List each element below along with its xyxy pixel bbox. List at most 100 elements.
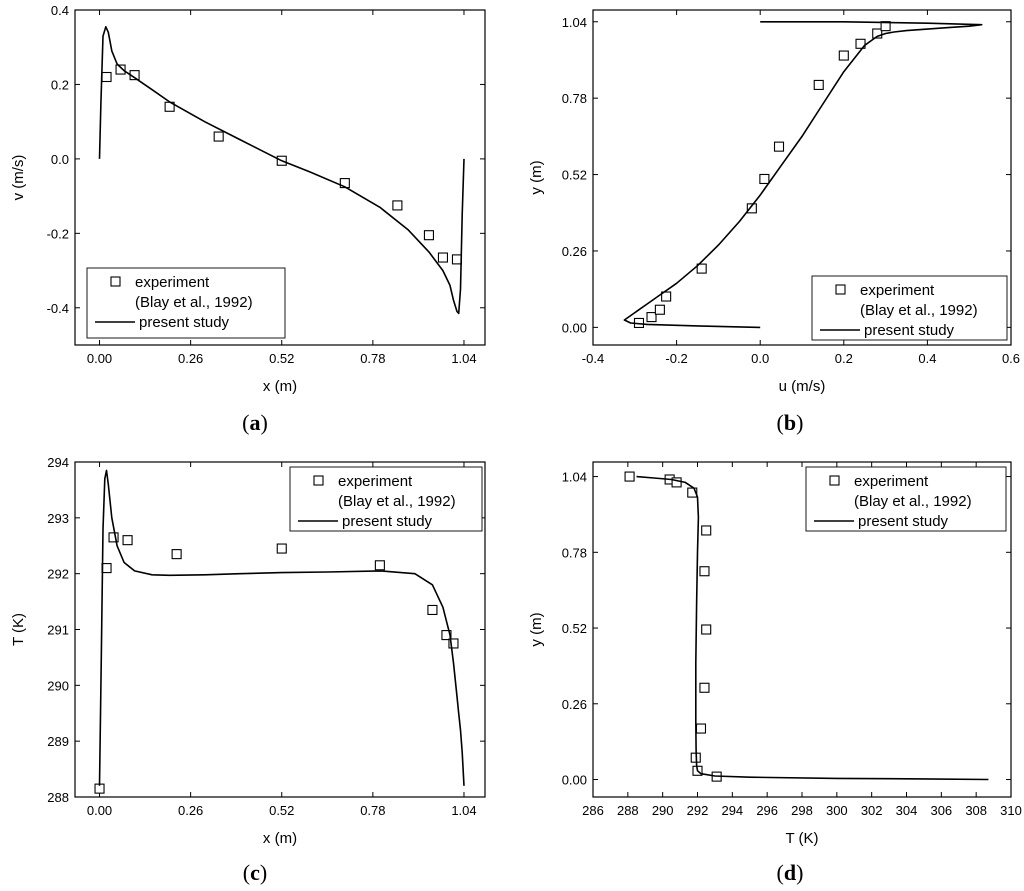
- x-tick-label: 288: [617, 803, 639, 818]
- panel-caption: (c): [243, 860, 267, 885]
- x-tick-label: 310: [1000, 803, 1022, 818]
- data-point-experiment: [427, 604, 438, 616]
- panel-caption-open: (: [777, 860, 784, 885]
- x-tick-label: 0.0: [751, 351, 769, 366]
- plot-frame: [592, 9, 1012, 346]
- data-point-experiment: [392, 200, 403, 211]
- panel-caption-letter: b: [784, 410, 796, 435]
- y-tick-label: 290: [47, 678, 69, 693]
- x-tick-label: 304: [896, 803, 918, 818]
- x-tick-label: 1.04: [451, 803, 476, 818]
- legend-label-experiment-source: (Blay et al., 1992): [338, 493, 456, 510]
- data-point-experiment: [696, 263, 707, 274]
- data-point-experiment: [624, 471, 635, 482]
- x-tick-label: 0.78: [360, 803, 385, 818]
- data-point-experiment: [374, 560, 385, 571]
- data-point-experiment: [213, 131, 224, 142]
- y-tick-label: 289: [47, 734, 69, 749]
- x-tick-label: 1.04: [451, 351, 476, 366]
- data-point-experiment: [171, 549, 182, 560]
- data-point-experiment: [773, 141, 785, 152]
- y-axis-label: v (m/s): [10, 155, 27, 201]
- x-tick-label: 298: [791, 803, 813, 818]
- x-tick-label: 308: [965, 803, 987, 818]
- legend: experiment (Blay et al., 1992) present stu…: [805, 466, 1007, 532]
- data-point-experiment: [101, 563, 112, 574]
- y-tick-label: 0.78: [562, 91, 587, 106]
- data-point-experiment: [448, 638, 459, 649]
- data-point-experiment: [276, 543, 287, 554]
- y-tick-label: 0.4: [51, 3, 69, 18]
- x-axis-label: u (m/s): [779, 378, 826, 395]
- chart-panel-d: 286 288 290 292 294 296 298 300 302 304 306 308 310 0…: [528, 461, 1022, 885]
- panel-caption: (d): [777, 860, 804, 885]
- y-tick-label: 0.26: [562, 697, 587, 712]
- panel-caption-close: ): [796, 860, 803, 885]
- data-point-experiment: [699, 566, 710, 577]
- legend-marker-experiment: [313, 475, 324, 486]
- y-axis-label: y (m): [528, 160, 545, 194]
- data-point-experiment: [701, 525, 712, 536]
- y-tick-label: 1.04: [562, 15, 587, 30]
- data-point-experiment: [115, 64, 126, 75]
- legend-label-experiment: experiment: [854, 473, 929, 490]
- panel-caption-close: ): [796, 410, 803, 435]
- x-tick-label: 286: [582, 803, 604, 818]
- y-tick-label: 0.00: [562, 773, 587, 788]
- y-tick-label: 1.04: [562, 470, 587, 485]
- data-point-experiment: [813, 79, 824, 90]
- data-point-experiment: [701, 624, 712, 635]
- series-line-present-study: [98, 25, 465, 315]
- chart-panel-a: 0.00 0.26 0.52 0.78 1.04 -0.4 -0.2 0.0 0.2 0.4 x (…: [10, 3, 486, 435]
- panel-caption-close: ): [261, 410, 268, 435]
- data-point-experiment: [654, 304, 665, 315]
- data-point-experiment: [695, 723, 707, 734]
- legend-label-experiment-source: (Blay et al., 1992): [860, 302, 978, 319]
- x-tick-label: 0.26: [178, 351, 203, 366]
- x-tick-label: 306: [930, 803, 952, 818]
- x-tick-label: 0.78: [360, 351, 385, 366]
- x-tick-label: -0.4: [582, 351, 604, 366]
- x-tick-label: 0.6: [1002, 351, 1020, 366]
- legend: experiment (Blay et al., 1992) present stu…: [86, 267, 286, 339]
- data-point-experiment: [838, 50, 849, 61]
- legend: experiment (Blay et al., 1992) present stu…: [811, 275, 1008, 341]
- y-tick-label: 294: [47, 455, 69, 470]
- plot-frame: [74, 9, 486, 346]
- chart-panel-b: -0.4 -0.2 0.0 0.2 0.4 0.6 0.00 0.26 0.52 0.78 1.04…: [528, 9, 1020, 435]
- y-tick-label: 0.52: [562, 168, 587, 183]
- x-tick-label: 302: [861, 803, 883, 818]
- x-axis-label: T (K): [785, 830, 818, 847]
- legend-label-present-study: present study: [139, 314, 230, 331]
- x-tick-label: 290: [652, 803, 674, 818]
- series-line-present-study: [623, 20, 983, 329]
- x-tick-label: 296: [756, 803, 778, 818]
- x-tick-label: 0.00: [87, 803, 112, 818]
- x-axis-label: x (m): [263, 378, 297, 395]
- y-tick-label: 292: [47, 567, 69, 582]
- data-point-experiment: [699, 682, 710, 693]
- data-point-experiment: [855, 38, 866, 49]
- panel-caption-letter: d: [784, 860, 796, 885]
- series-line-present-study: [98, 469, 465, 786]
- legend-marker-experiment: [110, 276, 121, 287]
- x-tick-label: 0.00: [87, 351, 112, 366]
- data-point-experiment: [441, 630, 452, 641]
- x-tick-label: 292: [687, 803, 709, 818]
- panel-caption-letter: a: [250, 410, 261, 435]
- y-tick-label: 0.0: [51, 152, 69, 167]
- y-tick-label: 0.78: [562, 545, 587, 560]
- legend-label-experiment: experiment: [135, 274, 210, 291]
- panel-caption-letter: c: [250, 860, 260, 885]
- y-tick-label: 291: [47, 623, 69, 638]
- data-point-experiment: [759, 173, 770, 185]
- panel-caption-close: ): [260, 860, 267, 885]
- y-tick-label: 0.2: [51, 77, 69, 92]
- data-point-experiment: [423, 230, 434, 241]
- x-axis-label: x (m): [263, 830, 297, 847]
- x-tick-label: 0.52: [269, 803, 294, 818]
- data-point-experiment: [671, 477, 682, 488]
- legend-label-experiment-source: (Blay et al., 1992): [854, 493, 972, 510]
- x-tick-label: 294: [721, 803, 743, 818]
